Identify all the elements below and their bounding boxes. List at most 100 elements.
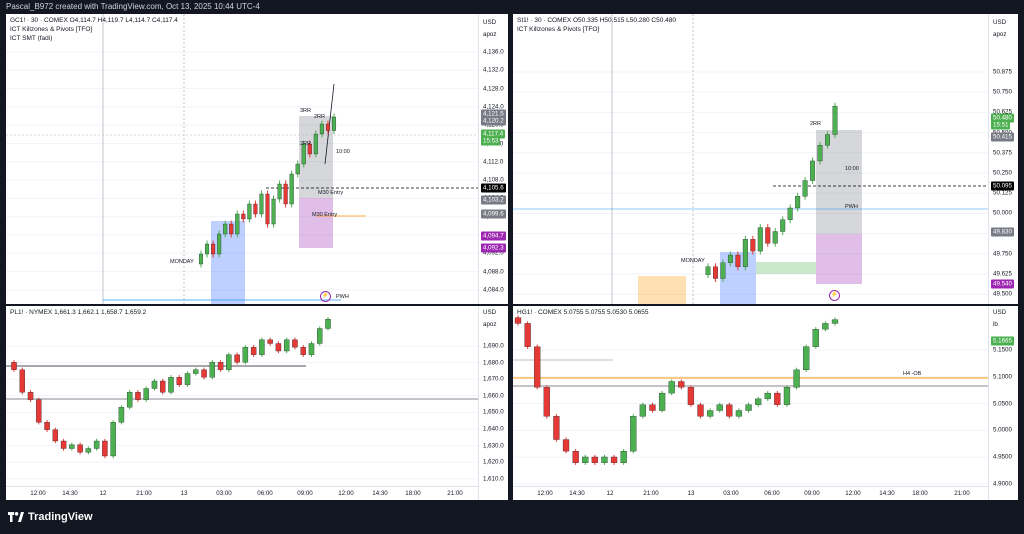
time-tick-label: 06:00 <box>257 490 273 497</box>
price-tick-label: 4,112.0 <box>483 158 504 166</box>
candle-body <box>591 456 598 463</box>
silver-legend-indicator-1: ICT Killzones & Pivots [TFO] <box>517 26 600 33</box>
time-tick-label: 13 <box>180 490 188 497</box>
candle-body <box>267 339 273 344</box>
candle-body <box>727 254 733 264</box>
gold-legend-indicator-1: ICT Killzones & Pivots [TFO] <box>10 26 93 33</box>
candle-body <box>209 362 216 378</box>
candle-body <box>735 254 741 267</box>
candle-body <box>211 243 216 255</box>
platinum-time-axis[interactable]: 12:00 14:30 12 21:00 13 03:00 06:00 09:00 12:00 1… <box>6 486 478 500</box>
candle-body <box>301 143 306 165</box>
target-box <box>299 198 333 248</box>
tradingview-brand: TradingView <box>28 511 93 523</box>
time-tick-label: 21:00 <box>643 490 659 497</box>
candle-body <box>283 183 288 205</box>
price-tick-label: 4,136.0 <box>483 48 504 56</box>
price-label-badge: 50.415 <box>991 132 1014 142</box>
gold-entry-label-1: M30 Entry <box>318 190 344 196</box>
copper-legend-ohlc: HG1! · COMEX 5.0755 5.0755 5.0530 5.0655 <box>517 309 649 316</box>
candle-body <box>319 123 324 135</box>
price-tick-label: 50.125 <box>993 189 1012 197</box>
price-tick-label: 5.0500 <box>993 400 1012 408</box>
candle-body <box>783 387 791 405</box>
platinum-legend: PL1! · NYMEX 1,661.3 1,662.1 1,658.7 1,6… <box>10 308 146 317</box>
fvg-box <box>756 262 816 274</box>
tradingview-logo-icon <box>8 512 24 522</box>
gold-time-label: 10:00 <box>336 149 350 155</box>
copper-price-axis[interactable]: USD lb 5.1500 5.1000 5.0500 5.0000 4.9500 4.9… <box>988 306 1018 500</box>
price-tick-label: 4,124.0 <box>483 103 504 111</box>
candle-body <box>755 398 762 405</box>
price-label-badge: 4,094.7 <box>481 231 506 241</box>
copper-time-axis[interactable]: 12:00 14:30 12 21:00 13 03:00 06:00 09:00 12:00 1… <box>513 486 988 500</box>
price-tick-label: 50.875 <box>993 68 1012 76</box>
candle-body <box>275 343 282 352</box>
candle-body <box>331 116 337 131</box>
flash-icon[interactable]: ⚡ <box>320 291 331 302</box>
candle-body <box>802 180 808 197</box>
price-tick-label: 49.500 <box>993 290 1012 298</box>
silver-price-axis[interactable]: USD apoz 50.87550.75050.62550.50050.3755… <box>988 14 1018 304</box>
candle-body <box>253 203 258 215</box>
candle-body <box>205 243 210 255</box>
candle-body <box>772 231 778 244</box>
price-tick-label: 1,630.0 <box>483 442 504 450</box>
candle-body <box>259 193 264 215</box>
price-tick-label: 50.750 <box>993 88 1012 96</box>
copper-price-plot[interactable] <box>513 306 988 486</box>
gold-chart-pane[interactable]: GC1! · 30 · COMEX O4,114.7 H4,119.7 L4,1… <box>6 14 508 304</box>
platinum-price-axis[interactable]: USD apoz 1,690.0 1,680.0 1,670.0 1,660.0 1,6… <box>478 306 508 500</box>
copper-h4ob-label: H4 -OB <box>903 371 922 377</box>
price-label-badge: 5.1665 <box>991 336 1014 346</box>
price-tick-label: 5.1500 <box>993 346 1012 354</box>
killzone-box <box>211 221 245 304</box>
candle-body <box>223 223 228 235</box>
silver-legend: SI1! · 30 · COMEX O50.335 H50.515 L50.28… <box>517 16 676 34</box>
candle-body <box>52 429 59 442</box>
candle-body <box>307 143 312 155</box>
platinum-chart-pane[interactable]: PL1! · NYMEX 1,661.3 1,662.1 1,658.7 1,6… <box>6 306 508 500</box>
platinum-price-plot[interactable] <box>6 306 478 486</box>
candle-body <box>283 339 290 352</box>
candle-body <box>514 317 522 324</box>
candle-body <box>85 448 92 453</box>
candle-body <box>630 416 637 452</box>
candle-body <box>765 227 771 244</box>
price-tick-label: 4.9500 <box>993 453 1012 461</box>
silver-price-plot[interactable] <box>513 14 988 304</box>
candle-body <box>601 456 608 463</box>
candle-body <box>201 369 207 378</box>
copper-axis-unit: lb <box>993 321 998 328</box>
candle-body <box>831 319 839 324</box>
candle-body <box>810 160 816 181</box>
candle-body <box>259 339 265 355</box>
candle-body <box>668 381 675 394</box>
price-label-badge: 49.540 <box>991 279 1014 289</box>
candle-body <box>543 387 550 417</box>
copper-chart-pane[interactable]: HG1! · COMEX 5.0755 5.0755 5.0530 5.0655… <box>513 306 1018 500</box>
gold-2rr-label-a: 2RR <box>314 114 326 120</box>
time-tick-label: 12 <box>99 490 107 497</box>
candle-body <box>697 404 704 417</box>
candle-body <box>706 410 714 417</box>
gold-axis-unit: apoz <box>483 31 497 38</box>
gold-entry-label-2: M30 Entry <box>312 212 338 218</box>
price-label-badge: 4,092.3 <box>481 243 506 253</box>
gold-price-plot[interactable] <box>6 14 478 304</box>
price-label-badge: 4,117.4 <box>481 129 506 139</box>
time-tick-label: 12 <box>606 490 614 497</box>
gold-price-axis[interactable]: USD apoz 4,136.0 4,132.0 4,128.0 4,124.0 4,1… <box>478 14 508 304</box>
candle-body <box>235 213 240 235</box>
flash-icon[interactable]: ⚡ <box>829 290 840 301</box>
candle-body <box>745 404 752 411</box>
price-tick-label: 4,132.0 <box>483 66 504 74</box>
price-tick-label: 4,128.0 <box>483 85 504 93</box>
silver-chart-pane[interactable]: SI1! · 30 · COMEX O50.335 H50.515 L50.28… <box>513 14 1018 304</box>
price-tick-label: 50.250 <box>993 169 1012 177</box>
gold-3rr-label: 3RR <box>300 108 312 114</box>
candle-body <box>572 451 579 463</box>
candle-body <box>639 404 647 417</box>
platinum-axis-currency: USD <box>483 309 497 316</box>
price-tick-label: 1,680.0 <box>483 359 504 367</box>
